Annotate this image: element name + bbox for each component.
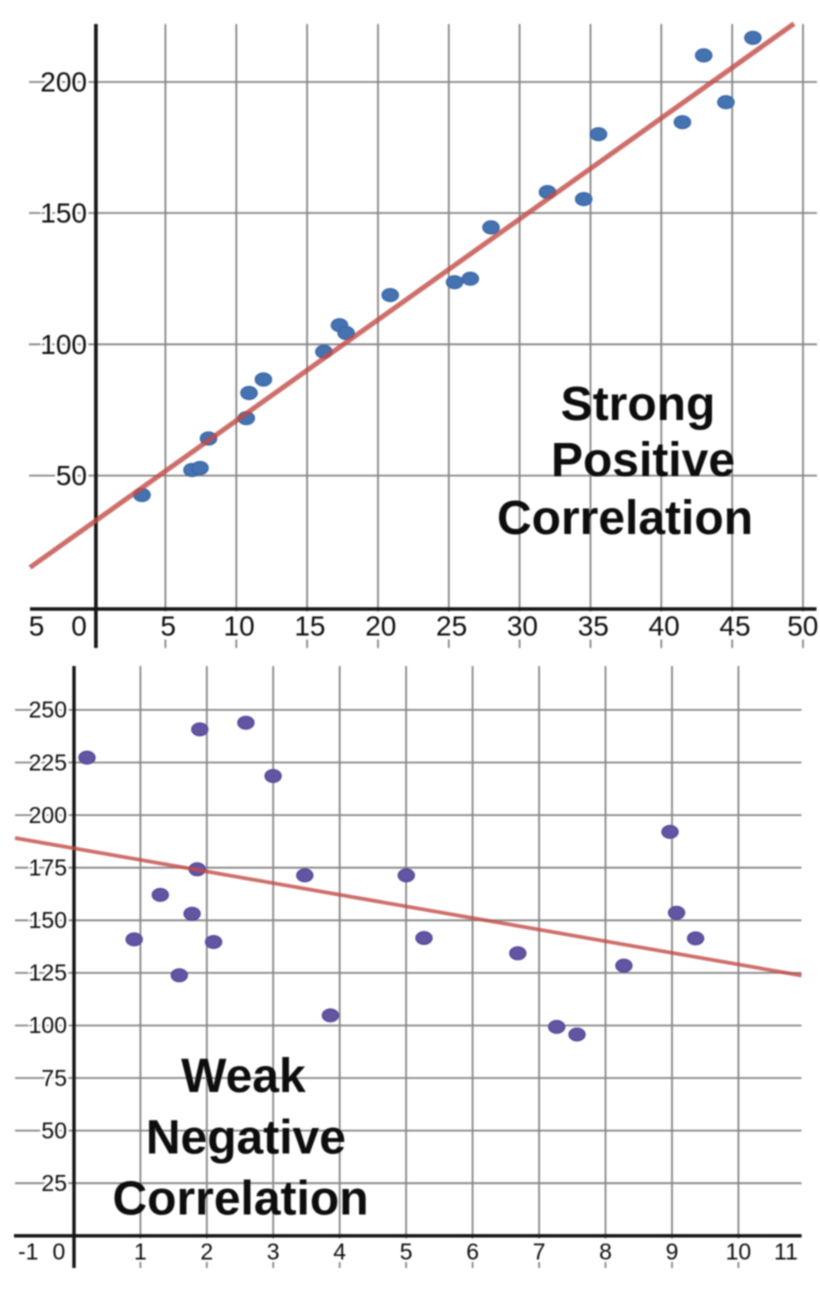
svg-text:11: 11 bbox=[774, 1239, 798, 1265]
svg-text:45: 45 bbox=[719, 611, 750, 642]
svg-text:50: 50 bbox=[56, 460, 87, 491]
svg-text:50: 50 bbox=[41, 1117, 67, 1143]
svg-text:7: 7 bbox=[533, 1239, 546, 1265]
svg-text:15: 15 bbox=[294, 611, 325, 642]
svg-text:Weak: Weak bbox=[181, 1050, 306, 1103]
svg-text:Strong: Strong bbox=[561, 378, 716, 431]
svg-text:2: 2 bbox=[200, 1239, 213, 1265]
svg-text:35: 35 bbox=[578, 611, 609, 642]
svg-text:5: 5 bbox=[29, 611, 45, 642]
svg-text:250: 250 bbox=[29, 697, 67, 723]
svg-text:Negative: Negative bbox=[146, 1111, 346, 1164]
svg-text:225: 225 bbox=[29, 749, 67, 775]
svg-text:40: 40 bbox=[649, 611, 680, 642]
svg-text:100: 100 bbox=[29, 1012, 67, 1038]
svg-text:5: 5 bbox=[400, 1239, 413, 1265]
svg-text:Correlation: Correlation bbox=[497, 492, 753, 545]
svg-text:0: 0 bbox=[71, 611, 87, 642]
svg-text:150: 150 bbox=[40, 198, 87, 229]
svg-text:5: 5 bbox=[160, 611, 176, 642]
svg-text:4: 4 bbox=[333, 1239, 346, 1265]
svg-text:200: 200 bbox=[29, 802, 67, 828]
svg-text:75: 75 bbox=[41, 1065, 67, 1091]
svg-text:6: 6 bbox=[466, 1239, 479, 1265]
svg-text:-1: -1 bbox=[18, 1239, 38, 1265]
svg-text:10: 10 bbox=[224, 611, 255, 642]
svg-text:150: 150 bbox=[29, 907, 67, 933]
svg-text:175: 175 bbox=[29, 855, 67, 881]
svg-text:25: 25 bbox=[41, 1170, 67, 1196]
svg-text:0: 0 bbox=[53, 1239, 66, 1265]
svg-text:125: 125 bbox=[29, 960, 67, 986]
svg-text:20: 20 bbox=[365, 611, 396, 642]
svg-text:30: 30 bbox=[507, 611, 538, 642]
svg-text:50: 50 bbox=[787, 611, 818, 642]
svg-text:Correlation: Correlation bbox=[112, 1172, 368, 1225]
svg-text:10: 10 bbox=[726, 1239, 752, 1265]
svg-text:25: 25 bbox=[436, 611, 467, 642]
svg-text:100: 100 bbox=[40, 329, 87, 360]
svg-text:9: 9 bbox=[666, 1239, 679, 1265]
svg-text:Positive: Positive bbox=[551, 434, 735, 487]
svg-text:3: 3 bbox=[267, 1239, 280, 1265]
svg-text:1: 1 bbox=[134, 1239, 147, 1265]
svg-text:8: 8 bbox=[599, 1239, 612, 1265]
svg-text:200: 200 bbox=[40, 67, 87, 98]
